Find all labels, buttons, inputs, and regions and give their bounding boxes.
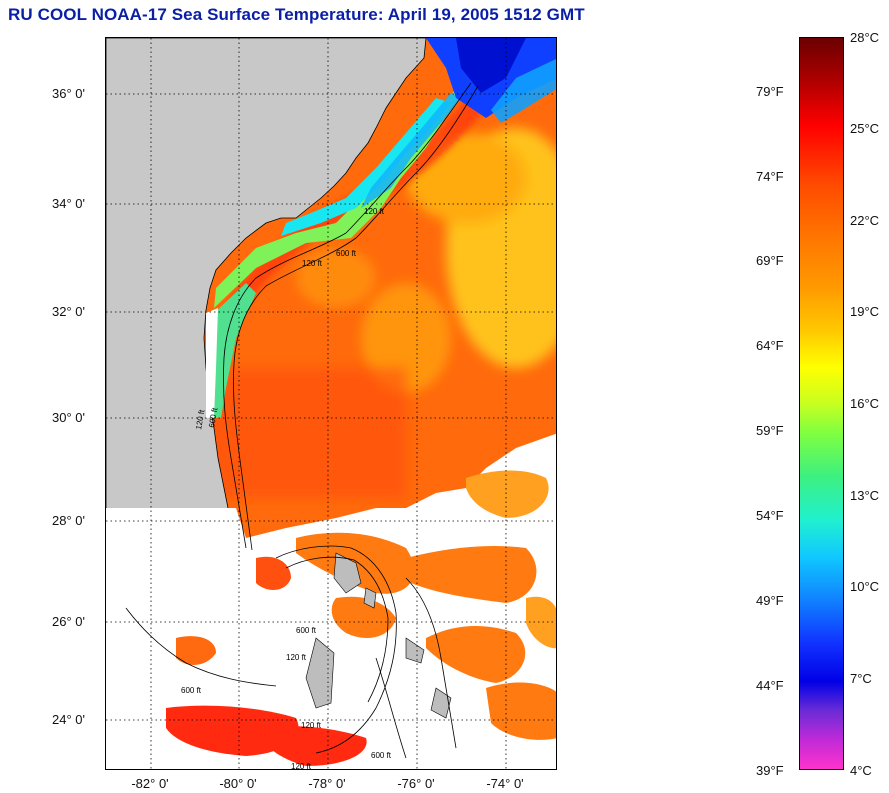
celsius-label: 13°C <box>850 488 880 503</box>
cloud-cover <box>106 433 556 769</box>
fahrenheit-label: 44°F <box>756 678 784 693</box>
celsius-label: 16°C <box>850 396 880 411</box>
gulf-stream <box>206 98 486 358</box>
contour-label: 600 ft <box>181 686 202 695</box>
contour-label: 120 ft <box>301 721 322 730</box>
warm-eddy-mid <box>361 283 451 393</box>
map-title: RU COOL NOAA-17 Sea Surface Temperature:… <box>8 5 585 24</box>
warm-south-band <box>206 368 406 498</box>
cold-water-fringe <box>491 58 556 123</box>
fahrenheit-label: 74°F <box>756 169 784 184</box>
contour-labels: 120 ft 600 ft 120 ft 600 ft 120 ft 600 f… <box>181 207 392 770</box>
bahamas-islands <box>305 552 452 719</box>
latitude-label: 30° 0' <box>52 410 85 425</box>
warm-eddy-center <box>296 248 376 308</box>
contour-label: 600 ft <box>336 249 357 258</box>
sst-map: 120 ft 600 ft 120 ft 600 ft 120 ft 600 f… <box>105 37 557 770</box>
fahrenheit-label: 54°F <box>756 508 784 523</box>
fahrenheit-label: 69°F <box>756 253 784 268</box>
fahrenheit-label: 59°F <box>756 423 784 438</box>
celsius-label: 25°C <box>850 121 880 136</box>
longitude-label: -80° 0' <box>219 776 257 791</box>
temperature-colorbar <box>799 37 844 770</box>
celsius-label: 28°C <box>850 30 880 45</box>
shelf-water-cyan <box>281 98 451 236</box>
celsius-label: 22°C <box>850 213 880 228</box>
contour-label: 600 ft <box>207 406 219 428</box>
celsius-label: 7°C <box>850 671 872 686</box>
contour-label: 120 ft <box>291 762 312 770</box>
celsius-label: 10°C <box>850 579 880 594</box>
cold-water-core <box>456 38 526 93</box>
latitude-label: 26° 0' <box>52 614 85 629</box>
coastal-nodata <box>206 308 218 418</box>
longitude-label: -82° 0' <box>131 776 169 791</box>
contour-label: 600 ft <box>371 751 392 760</box>
bathymetry-contours <box>125 82 479 759</box>
celsius-label: 19°C <box>850 304 880 319</box>
shelf-water-teal <box>361 93 461 208</box>
fahrenheit-label: 64°F <box>756 338 784 353</box>
contour-label: 120 ft <box>302 259 323 268</box>
latitude-label: 36° 0' <box>52 86 85 101</box>
celsius-label: 4°C <box>850 763 872 778</box>
graticule <box>106 38 556 769</box>
contour-label: 120 ft <box>364 207 385 216</box>
contour-label: 120 ft <box>286 653 307 662</box>
contour-label: 600 ft <box>296 626 317 635</box>
latitude-label: 28° 0' <box>52 513 85 528</box>
longitude-label: -76° 0' <box>397 776 435 791</box>
fahrenheit-label: 39°F <box>756 763 784 778</box>
fahrenheit-label: 79°F <box>756 84 784 99</box>
longitude-label: -74° 0' <box>486 776 524 791</box>
sst-map-graphic: 120 ft 600 ft 120 ft 600 ft 120 ft 600 f… <box>106 38 556 770</box>
contour-label: 120 ft <box>194 408 206 430</box>
shelf-water-green <box>214 78 471 308</box>
warm-patches-south <box>166 636 367 766</box>
fahrenheit-label: 49°F <box>756 593 784 608</box>
latitude-label: 34° 0' <box>52 196 85 211</box>
longitude-label: -78° 0' <box>308 776 346 791</box>
latitude-label: 32° 0' <box>52 304 85 319</box>
latitude-label: 24° 0' <box>52 712 85 727</box>
